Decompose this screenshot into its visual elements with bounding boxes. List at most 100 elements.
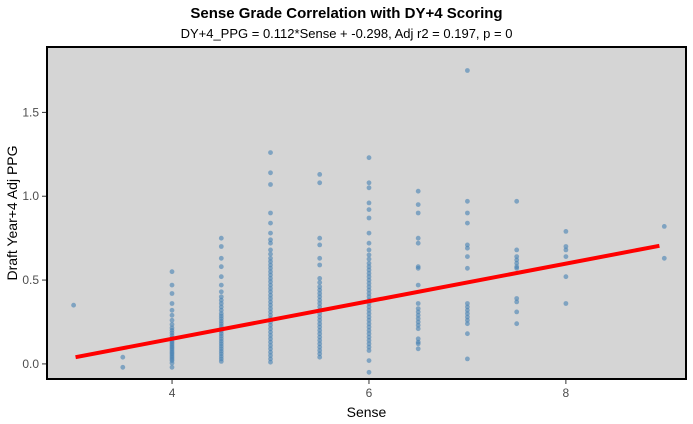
data-point xyxy=(169,301,175,306)
data-point xyxy=(317,341,323,347)
data-point xyxy=(268,343,273,348)
data-point xyxy=(366,304,372,310)
data-point xyxy=(218,294,224,300)
data-point xyxy=(268,251,273,257)
data-point xyxy=(366,369,372,375)
data-point xyxy=(465,304,470,310)
data-point xyxy=(366,314,372,320)
data-point xyxy=(366,341,372,347)
data-point xyxy=(366,281,372,286)
data-point xyxy=(366,321,372,327)
data-point xyxy=(317,321,323,327)
data-point xyxy=(415,301,421,306)
data-point xyxy=(317,328,323,333)
data-point xyxy=(366,317,372,323)
data-point xyxy=(317,344,323,350)
data-point xyxy=(268,356,273,362)
data-point xyxy=(661,224,667,229)
data-point xyxy=(317,351,323,357)
data-point xyxy=(563,274,569,280)
data-point xyxy=(317,180,323,186)
data-point xyxy=(465,265,470,271)
data-point xyxy=(366,247,372,253)
data-point xyxy=(317,304,323,310)
data-point xyxy=(71,302,76,308)
data-point xyxy=(465,301,470,306)
data-point xyxy=(415,210,421,216)
data-point xyxy=(415,306,421,311)
data-point xyxy=(268,282,273,288)
data-point xyxy=(514,296,520,301)
data-point xyxy=(366,294,372,300)
data-point xyxy=(366,200,372,206)
data-point xyxy=(415,202,421,208)
data-point xyxy=(366,284,372,290)
data-point xyxy=(465,210,470,216)
y-axis-title: Draft Year+4 Adj PPG xyxy=(4,145,20,280)
data-point xyxy=(169,282,175,288)
data-point xyxy=(268,333,273,338)
data-point xyxy=(317,280,323,285)
data-point xyxy=(218,264,224,270)
data-point xyxy=(218,307,224,313)
data-point xyxy=(268,346,273,352)
data-point xyxy=(366,307,372,313)
data-point xyxy=(415,265,421,271)
data-point xyxy=(514,299,520,305)
y-tick-label: 0.0 xyxy=(22,357,39,371)
data-point xyxy=(514,247,520,253)
panel-border xyxy=(46,46,687,380)
data-point xyxy=(661,255,667,261)
data-point xyxy=(317,314,323,320)
data-point xyxy=(415,326,421,332)
data-point xyxy=(465,242,470,248)
data-point xyxy=(415,309,421,315)
data-point xyxy=(268,269,273,275)
data-point xyxy=(366,324,372,330)
data-point xyxy=(514,309,520,315)
data-point xyxy=(268,292,273,298)
data-point xyxy=(317,301,323,306)
data-point xyxy=(465,321,470,327)
data-point xyxy=(317,287,323,293)
data-point xyxy=(366,207,372,213)
data-point xyxy=(268,349,273,355)
y-tick-label: 1.5 xyxy=(22,105,39,119)
data-point xyxy=(317,284,323,290)
data-point xyxy=(514,254,520,259)
data-point xyxy=(317,348,323,353)
data-point xyxy=(514,321,520,327)
data-point xyxy=(268,240,273,246)
data-point xyxy=(268,302,273,308)
data-point xyxy=(268,220,273,226)
data-point xyxy=(563,244,569,249)
data-point xyxy=(317,276,323,281)
data-point xyxy=(465,311,470,316)
data-point xyxy=(465,68,470,73)
data-point xyxy=(317,317,323,323)
data-point xyxy=(317,331,323,337)
data-point xyxy=(563,254,569,259)
data-point xyxy=(218,282,224,288)
data-point xyxy=(366,291,372,296)
data-point xyxy=(415,282,421,288)
data-point xyxy=(465,317,470,323)
data-point xyxy=(317,291,323,296)
data-point xyxy=(465,220,470,226)
data-point xyxy=(366,274,372,280)
data-point xyxy=(268,299,273,305)
data-point xyxy=(563,247,569,253)
data-point xyxy=(268,359,273,365)
data-point xyxy=(169,322,175,327)
data-point xyxy=(563,301,569,306)
plot-panel xyxy=(47,47,686,379)
y-tick-label: 1.0 xyxy=(22,189,39,203)
data-point xyxy=(415,336,421,342)
data-point xyxy=(366,252,372,258)
data-point xyxy=(317,354,323,360)
data-point xyxy=(366,358,372,363)
data-point xyxy=(366,215,372,221)
data-point xyxy=(465,331,470,337)
data-point xyxy=(268,286,273,291)
data-point xyxy=(514,260,520,266)
